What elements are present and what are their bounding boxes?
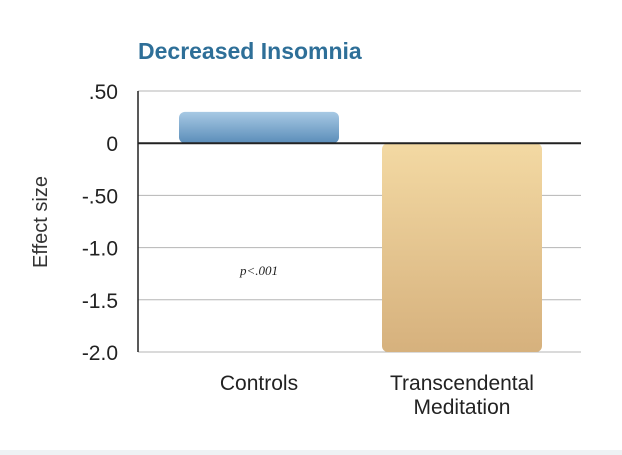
y-tick-label: .50 bbox=[89, 81, 118, 104]
x-tick-label: Transcendental Meditation bbox=[390, 372, 534, 419]
y-axis-label: Effect size bbox=[30, 176, 52, 268]
y-tick-label: -1.5 bbox=[82, 290, 118, 313]
significance-annotation: p<.001 bbox=[239, 263, 278, 278]
y-tick-label: -1.0 bbox=[82, 238, 118, 261]
x-tick-label: Controls bbox=[220, 372, 298, 395]
y-axis-ticks: .50 0 -.50 -1.0 -1.5 -2.0 bbox=[82, 81, 118, 365]
x-axis-ticks: Controls Transcendental Meditation bbox=[220, 372, 534, 419]
bar-transcendental-meditation bbox=[382, 143, 542, 352]
bar-controls bbox=[179, 111, 339, 144]
y-tick-label: -2.0 bbox=[82, 342, 118, 365]
y-tick-label: 0 bbox=[106, 133, 118, 156]
bars bbox=[179, 111, 542, 352]
y-tick-label: -.50 bbox=[82, 185, 118, 208]
bottom-strip bbox=[0, 450, 622, 455]
chart-title: Decreased Insomnia bbox=[138, 38, 362, 64]
